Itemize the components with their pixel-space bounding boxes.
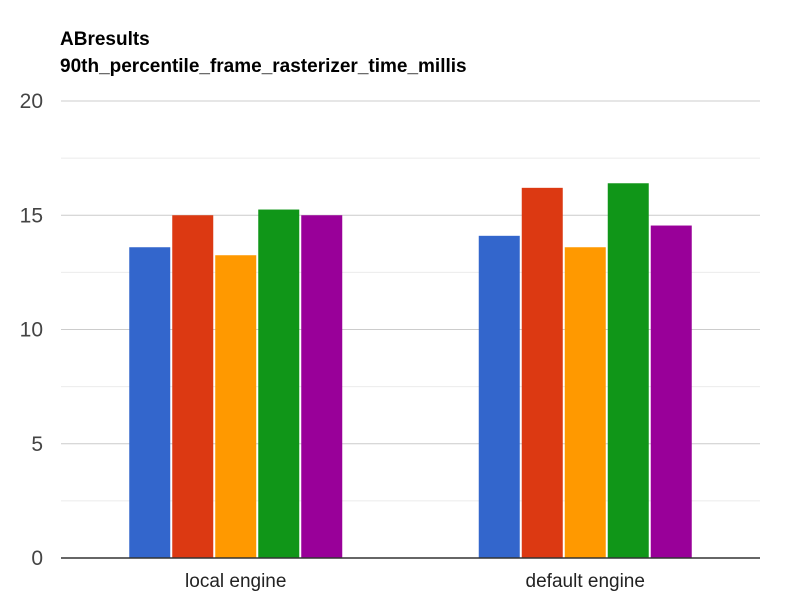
bar xyxy=(607,183,649,558)
bars xyxy=(129,183,692,559)
bar xyxy=(301,215,343,558)
y-tick-label: 5 xyxy=(31,433,43,456)
bar xyxy=(258,209,300,558)
bar xyxy=(172,215,214,558)
y-tick-label: 15 xyxy=(20,204,43,227)
bar xyxy=(129,247,171,559)
bar xyxy=(521,187,563,558)
x-tick-label: local engine xyxy=(185,571,286,592)
chart-title-block: ABresults 90th_percentile_frame_rasteriz… xyxy=(60,26,467,80)
chart-title: ABresults xyxy=(60,29,150,50)
y-tick-label: 0 xyxy=(31,547,43,570)
chart-subtitle: 90th_percentile_frame_rasterizer_time_mi… xyxy=(60,56,467,77)
x-tick-label: default engine xyxy=(526,571,645,592)
bar xyxy=(650,225,692,558)
bar xyxy=(215,255,257,559)
y-tick-label: 10 xyxy=(20,319,43,342)
bar xyxy=(478,235,520,558)
bar xyxy=(564,247,606,559)
y-tick-label: 20 xyxy=(20,90,43,113)
tick-labels: 0 5 10 15 20 local engine default engine xyxy=(20,90,645,592)
